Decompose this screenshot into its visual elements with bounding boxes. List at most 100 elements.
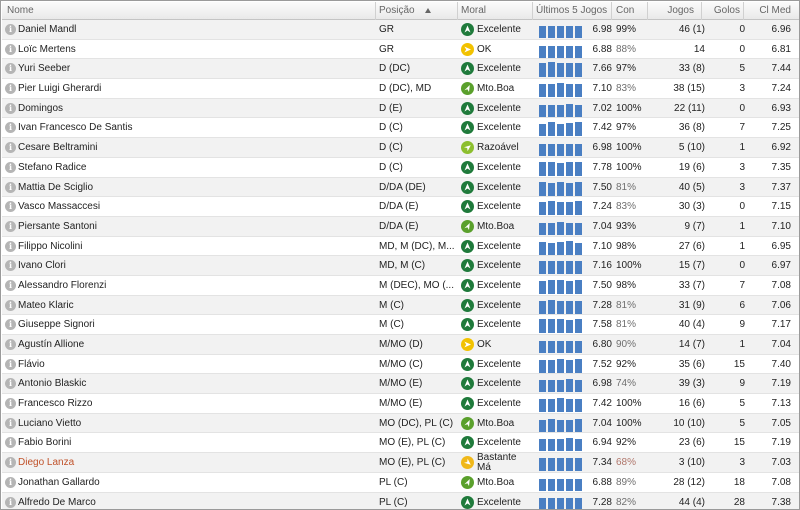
form-bar xyxy=(539,261,546,275)
form-bar xyxy=(539,202,546,216)
player-name[interactable]: Piersante Santoni xyxy=(18,220,97,232)
excelente-icon xyxy=(461,101,474,115)
player-info-icon[interactable]: i xyxy=(5,83,16,95)
last-5-average: 6.80 xyxy=(592,339,612,350)
player-name[interactable]: Mateo Klaric xyxy=(18,299,74,311)
table-row[interactable]: i Loïc Mertens GR OK 6.88 88% 14 0 6.81 xyxy=(2,39,799,60)
table-row[interactable]: i Alessandro Florenzi M (DEC), MO (... Exce… xyxy=(2,275,799,296)
player-info-icon[interactable]: i xyxy=(5,161,16,173)
column-header-jogos[interactable]: Jogos xyxy=(667,5,694,16)
column-header-cl-med[interactable]: Cl Med xyxy=(759,5,791,16)
player-goals: 0 xyxy=(739,43,745,55)
table-row[interactable]: i Filippo Nicolini MD, M (DC), M... Excelen… xyxy=(2,236,799,257)
player-name[interactable]: Diego Lanza xyxy=(18,457,75,469)
player-info-icon[interactable]: i xyxy=(5,24,16,35)
table-row[interactable]: i Cesare Beltramini D (C) Razoável 6.98 100% 5… xyxy=(2,138,799,158)
player-info-icon[interactable]: i xyxy=(5,476,16,488)
player-info-icon[interactable]: i xyxy=(5,457,16,469)
player-info-icon[interactable]: i xyxy=(5,279,16,291)
player-info-icon[interactable]: i xyxy=(5,437,16,449)
player-name[interactable]: Domingos xyxy=(18,102,64,114)
table-row[interactable]: i Jonathan Gallardo PL (C) Mto.Boa 6.88 89% 28… xyxy=(2,472,799,493)
player-info-icon[interactable]: i xyxy=(5,299,16,311)
table-row[interactable]: i Ivano Clori MD, M (C) Excelente 7.16 100% 15… xyxy=(2,256,799,276)
table-row[interactable]: i Stefano Radice D (C) Excelente 7.78 100% 19 … xyxy=(2,157,799,178)
table-row[interactable]: i Pier Luigi Gherardi D (DC), MD Mto.Boa 7.1… xyxy=(2,79,799,99)
player-name[interactable]: Antonio Blaskic xyxy=(18,378,87,390)
player-info-icon[interactable]: i xyxy=(5,378,16,390)
table-row[interactable]: i Domingos D (E) Excelente 7.02 100% 22 (11) 0 6… xyxy=(2,98,799,119)
player-name[interactable]: Loïc Mertens xyxy=(18,43,76,55)
table-row[interactable]: i Diego Lanza MO (E), PL (C) Bastante Má 7.3… xyxy=(2,453,799,473)
player-info-icon[interactable]: i xyxy=(5,43,16,55)
player-name[interactable]: Giuseppe Signori xyxy=(18,319,95,331)
player-info-icon[interactable]: i xyxy=(5,260,16,272)
player-name[interactable]: Pier Luigi Gherardi xyxy=(18,83,102,95)
player-name[interactable]: Ivano Clori xyxy=(18,260,66,272)
player-name[interactable]: Agustín Allione xyxy=(18,339,85,350)
player-apps: 23 (6) xyxy=(678,437,705,449)
table-row[interactable]: i Daniel Mandl GR Excelente 6.98 99% 46 (1) 0 6.… xyxy=(2,20,799,40)
player-info-icon[interactable]: i xyxy=(5,142,16,154)
player-info-icon[interactable]: i xyxy=(5,417,16,429)
player-info-icon[interactable]: i xyxy=(5,220,16,232)
form-bar xyxy=(557,319,564,334)
player-info-icon[interactable]: i xyxy=(5,63,16,75)
player-info-icon[interactable]: i xyxy=(5,339,16,350)
form-bar xyxy=(575,478,582,491)
player-info-icon[interactable]: i xyxy=(5,358,16,370)
column-header-moral[interactable]: Moral xyxy=(461,5,487,16)
column-header-ultimos-5-jogos[interactable]: Últimos 5 Jogos xyxy=(536,5,608,16)
player-position: MD, M (DC), M... xyxy=(379,240,455,252)
player-name[interactable]: Jonathan Gallardo xyxy=(18,476,100,488)
player-name[interactable]: Alessandro Florenzi xyxy=(18,279,107,291)
table-row[interactable]: i Agustín Allione M/MO (D) OK 6.80 90% 14 (7) 1… xyxy=(2,335,799,355)
column-header-posicao[interactable]: Posição xyxy=(379,5,415,16)
column-header-golos[interactable]: Golos xyxy=(713,5,740,16)
player-info-icon[interactable]: i xyxy=(5,496,16,508)
column-divider xyxy=(532,2,533,20)
table-row[interactable]: i Antonio Blaskic M/MO (E) Excelente 6.98 74%… xyxy=(2,374,799,395)
player-info-icon[interactable]: i xyxy=(5,398,16,410)
table-row[interactable]: i Yuri Seeber D (DC) Excelente 7.66 97% 33 (8)… xyxy=(2,59,799,80)
column-header-con[interactable]: Con xyxy=(616,5,635,16)
player-name[interactable]: Flávio xyxy=(18,358,45,370)
player-name[interactable]: Fabio Borini xyxy=(18,437,72,449)
player-name[interactable]: Filippo Nicolini xyxy=(18,240,83,252)
player-name[interactable]: Stefano Radice xyxy=(18,161,87,173)
table-row[interactable]: i Piersante Santoni D/DA (E) Mto.Boa 7.04 93%… xyxy=(2,216,799,237)
player-name[interactable]: Daniel Mandl xyxy=(18,24,77,35)
table-row[interactable]: i Flávio M/MO (C) Excelente 7.52 92% 35 (6) 15 7… xyxy=(2,354,799,375)
player-info-icon[interactable]: i xyxy=(5,240,16,252)
player-info-icon[interactable]: i xyxy=(5,102,16,114)
form-bar xyxy=(575,358,582,373)
player-name[interactable]: Ivan Francesco De Santis xyxy=(18,122,133,134)
table-row[interactable]: i Ivan Francesco De Santis D (C) Excelente 7… xyxy=(2,118,799,139)
form-bar xyxy=(575,497,582,509)
player-info-icon[interactable]: i xyxy=(5,319,16,331)
last-5-games-chart xyxy=(539,219,582,235)
table-row[interactable]: i Francesco Rizzo M/MO (E) Excelente 7.42 100… xyxy=(2,394,799,414)
player-name[interactable]: Yuri Seeber xyxy=(18,63,71,75)
player-name[interactable]: Alfredo De Marco xyxy=(18,496,96,508)
table-row[interactable]: i Mattia De Sciglio D/DA (DE) Excelente 7.50… xyxy=(2,177,799,198)
player-name[interactable]: Cesare Beltramini xyxy=(18,142,98,154)
table-row[interactable]: i Luciano Vietto MO (DC), PL (C) Mto.Boa 7.0… xyxy=(2,413,799,434)
table-row[interactable]: i Vasco Massaccesi D/DA (E) Excelente 7.24 83… xyxy=(2,197,799,217)
player-name[interactable]: Vasco Massaccesi xyxy=(18,201,101,213)
player-name[interactable]: Mattia De Sciglio xyxy=(18,181,94,193)
table-row[interactable]: i Giuseppe Signori M (C) Excelente 7.58 81% 40… xyxy=(2,315,799,335)
player-condition: 93% xyxy=(616,220,637,232)
table-row[interactable]: i Fabio Borini MO (E), PL (C) Excelente 6.94… xyxy=(2,433,799,454)
form-bar xyxy=(566,161,573,176)
player-info-icon[interactable]: i xyxy=(5,181,16,193)
player-name[interactable]: Francesco Rizzo xyxy=(18,398,93,410)
form-bar xyxy=(539,104,546,117)
table-row[interactable]: i Alfredo De Marco PL (C) Excelente 7.28 82% 4… xyxy=(2,492,799,509)
player-info-icon[interactable]: i xyxy=(5,201,16,213)
table-row[interactable]: i Mateo Klaric M (C) Excelente 7.28 81% 31 (9)… xyxy=(2,295,799,316)
player-name[interactable]: Luciano Vietto xyxy=(18,417,82,429)
column-header-nome[interactable]: Nome xyxy=(7,5,34,16)
player-info-icon[interactable]: i xyxy=(5,122,16,134)
form-bar xyxy=(566,497,573,509)
